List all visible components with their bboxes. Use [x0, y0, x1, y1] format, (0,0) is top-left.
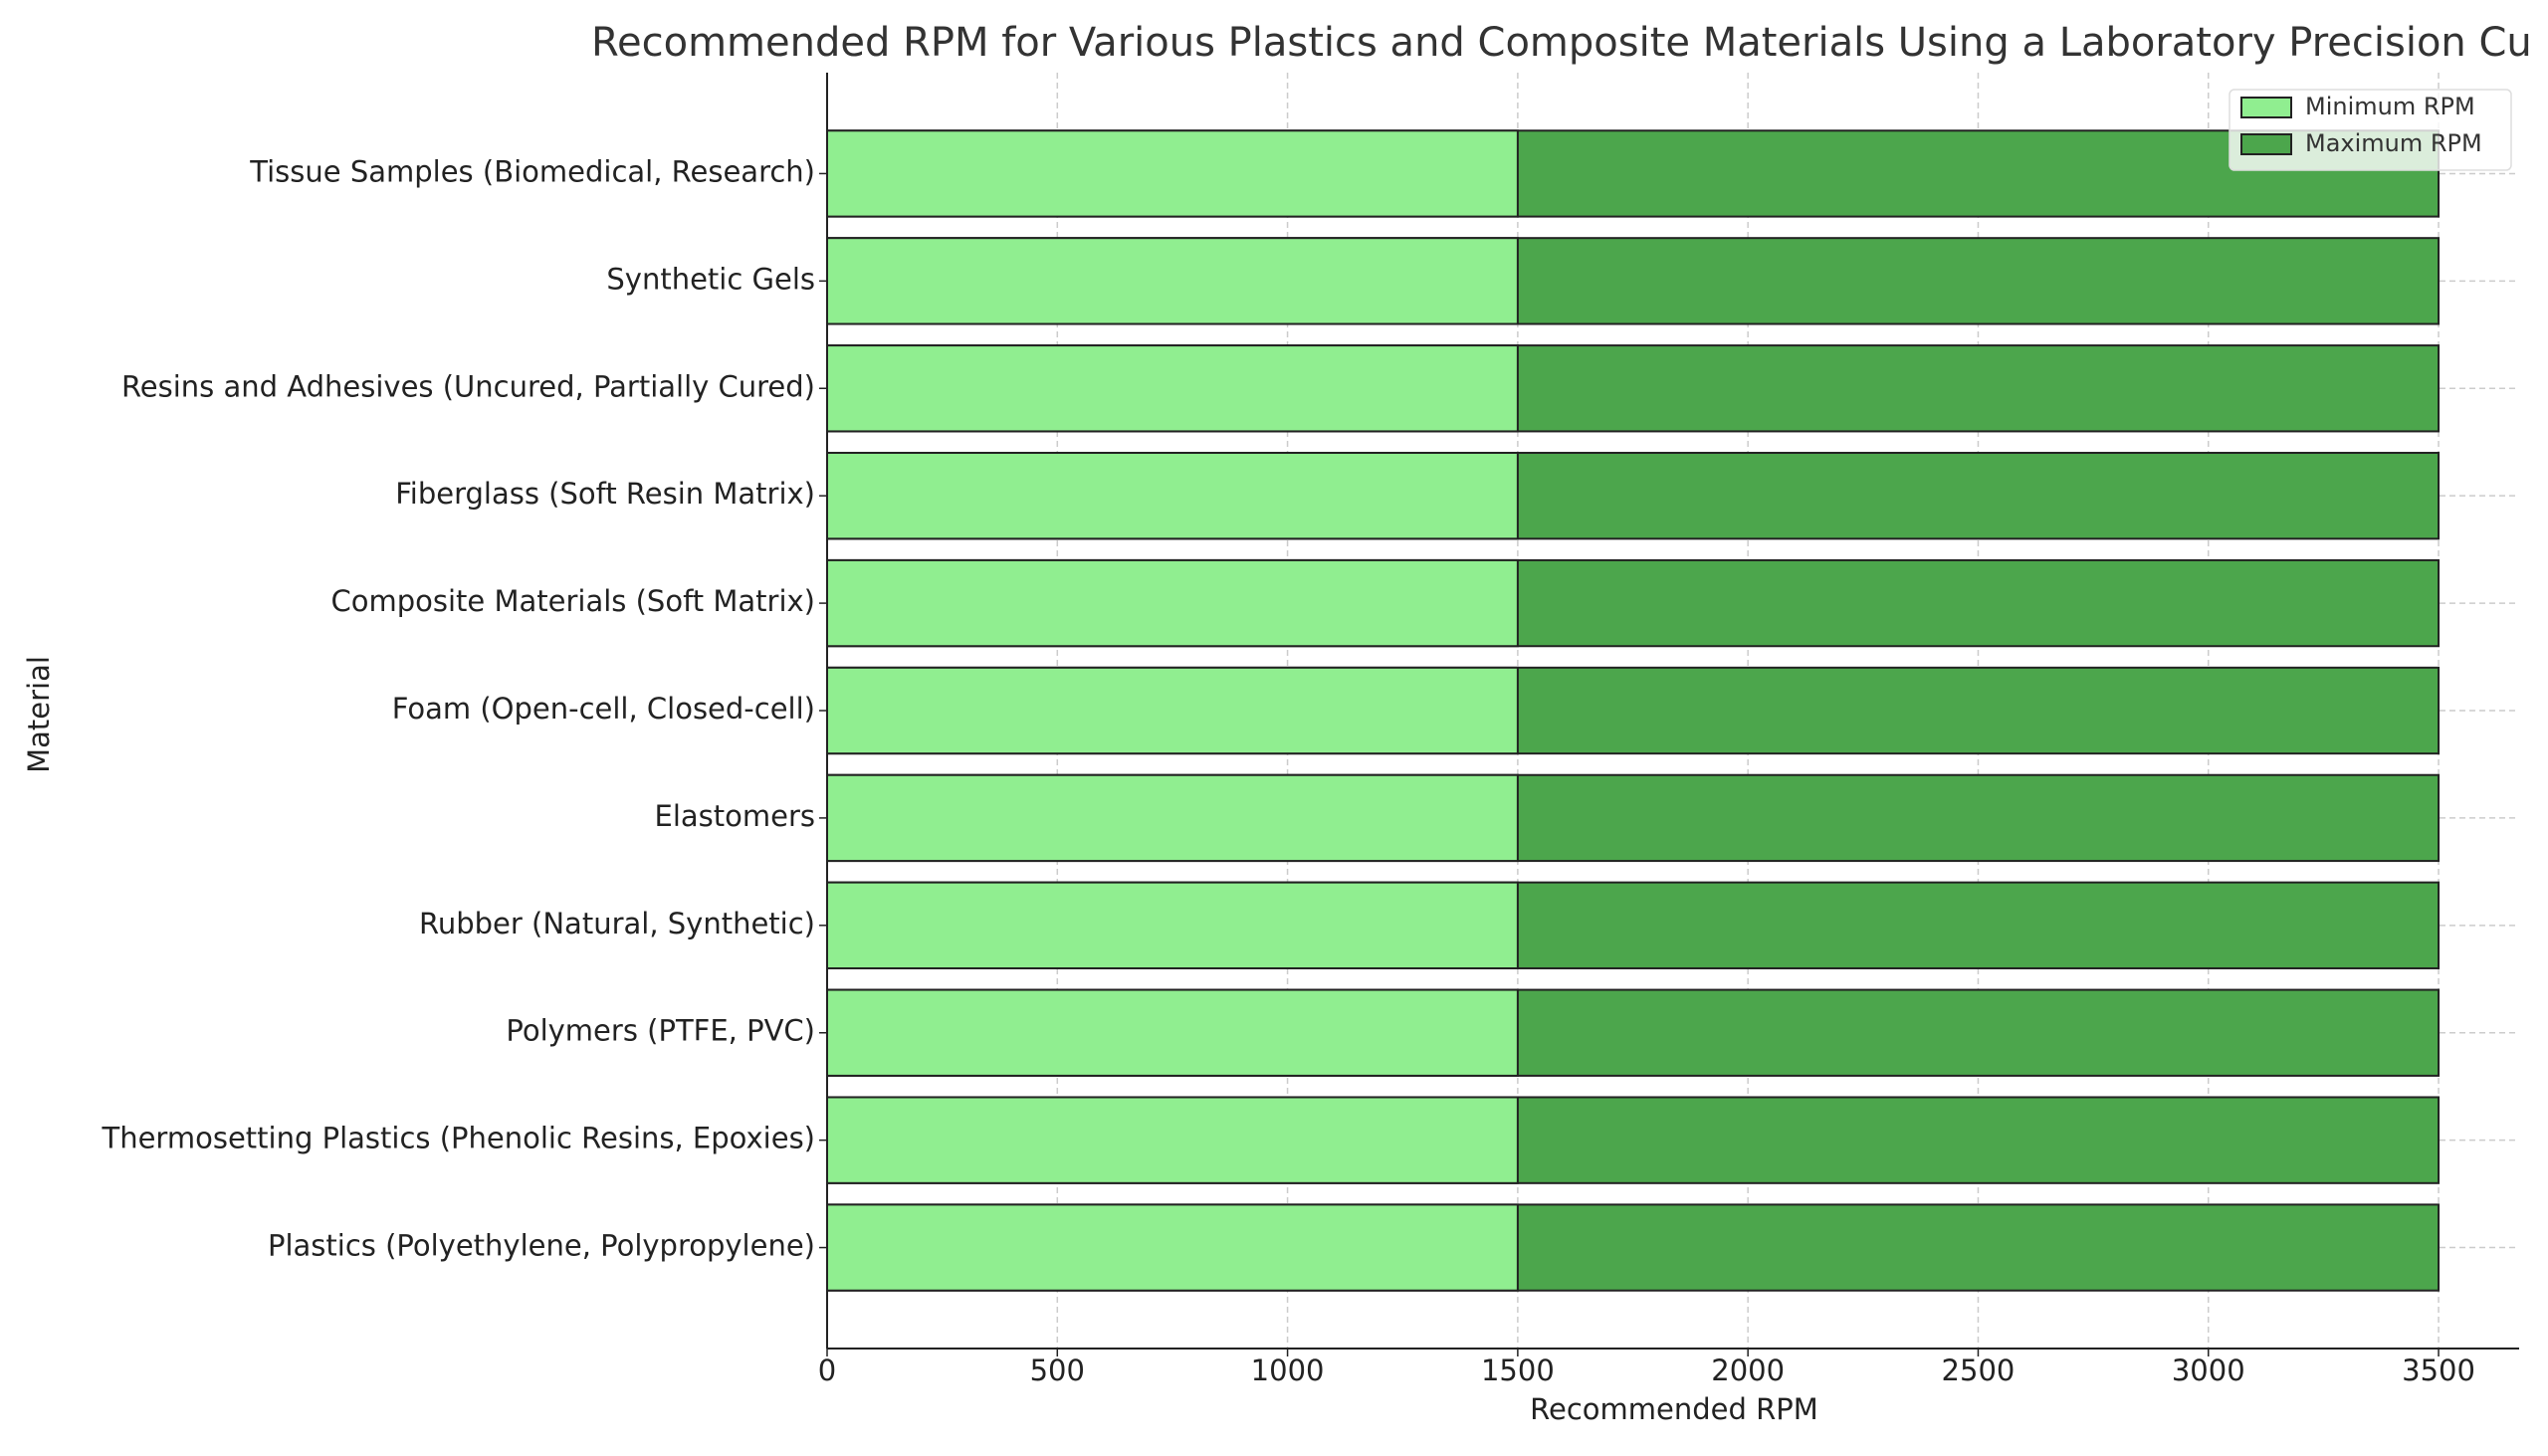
- x-tick-label: 1500: [1481, 1353, 1555, 1387]
- y-tick-label: Resins and Adhesives (Uncured, Partially…: [121, 369, 815, 403]
- y-tick-label: Foam (Open-cell, Closed-cell): [392, 692, 815, 726]
- x-axis-label: Recommended RPM: [1530, 1392, 1818, 1426]
- x-tick-label: 2500: [1942, 1353, 2016, 1387]
- chart-title: Recommended RPM for Various Plastics and…: [591, 20, 2532, 66]
- y-tick-label: Tissue Samples (Biomedical, Research): [249, 154, 815, 188]
- y-tick-label: Synthetic Gels: [606, 262, 815, 296]
- bar: [826, 773, 1519, 863]
- x-tick-label: 2000: [1711, 1353, 1785, 1387]
- bar: [826, 237, 1519, 325]
- y-tick-label: Polymers (PTFE, PVC): [506, 1014, 815, 1048]
- x-tick-label: 1000: [1251, 1353, 1325, 1387]
- legend: Minimum RPM Maximum RPM: [2229, 89, 2512, 171]
- bar: [826, 1203, 1519, 1292]
- bar: [826, 988, 1519, 1077]
- legend-label: Minimum RPM: [2305, 93, 2475, 120]
- y-tick-label: Rubber (Natural, Synthetic): [419, 907, 815, 940]
- bar: [826, 344, 1519, 433]
- bar: [826, 666, 1519, 755]
- bar: [826, 129, 1519, 218]
- x-tick-label: 3500: [2402, 1353, 2475, 1387]
- bar: [826, 881, 1519, 969]
- x-tick-label: 0: [818, 1353, 836, 1387]
- legend-label: Maximum RPM: [2305, 129, 2482, 157]
- bar: [826, 558, 1519, 648]
- y-tick-label: Fiberglass (Soft Resin Matrix): [395, 477, 815, 511]
- legend-box: [2229, 89, 2512, 171]
- y-tick-label: Thermosetting Plastics (Phenolic Resins,…: [102, 1122, 816, 1155]
- y-axis-label: Material: [22, 656, 56, 773]
- bar: [826, 1096, 1519, 1184]
- legend-swatch: [2240, 133, 2292, 155]
- y-tick-label: Plastics (Polyethylene, Polypropylene): [268, 1229, 815, 1263]
- y-tick-label: Composite Materials (Soft Matrix): [330, 584, 815, 618]
- bar: [826, 452, 1519, 540]
- x-tick-label: 500: [1030, 1353, 1085, 1387]
- y-tick-label: Elastomers: [655, 799, 816, 833]
- legend-swatch: [2240, 97, 2292, 118]
- x-tick-label: 3000: [2172, 1353, 2245, 1387]
